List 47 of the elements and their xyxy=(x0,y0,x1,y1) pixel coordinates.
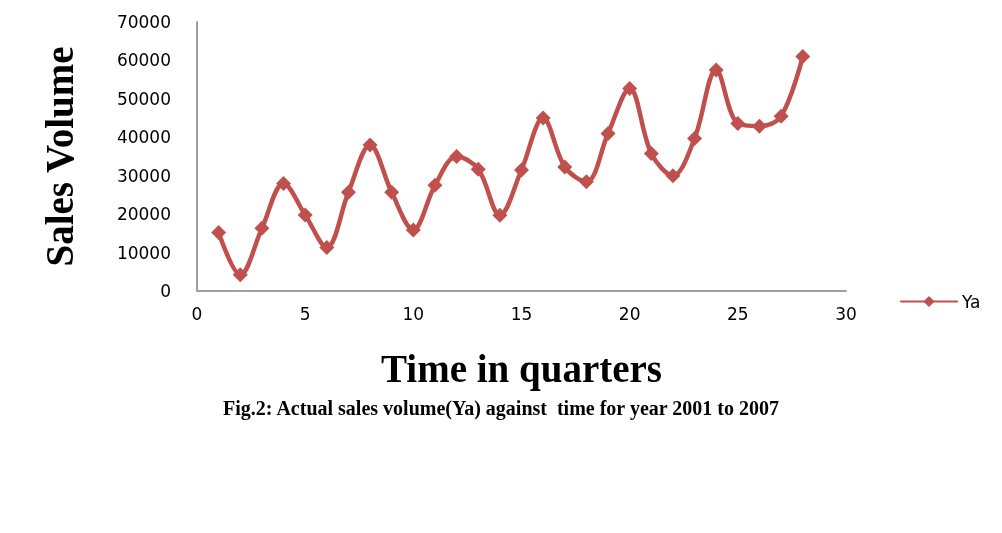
point xyxy=(211,225,227,241)
point xyxy=(340,184,356,200)
point xyxy=(643,145,659,161)
y-tick-label: 0 xyxy=(160,281,171,301)
y-tick-label: 40000 xyxy=(116,127,171,148)
y-tick-label: 30000 xyxy=(116,165,171,186)
point xyxy=(751,118,767,134)
point xyxy=(362,137,378,153)
point xyxy=(297,207,313,223)
point xyxy=(514,162,529,178)
point xyxy=(449,149,465,164)
point xyxy=(773,108,789,124)
legend-label: Ya xyxy=(961,291,981,312)
point xyxy=(319,240,335,256)
point xyxy=(232,267,248,283)
point xyxy=(795,49,811,65)
x-axis-title: Time in quarters xyxy=(381,347,662,391)
point xyxy=(557,159,573,175)
y-tick-label: 70000 xyxy=(116,12,171,32)
point xyxy=(254,220,270,236)
point xyxy=(384,184,400,200)
point xyxy=(492,207,508,223)
x-tick-label: 25 xyxy=(727,303,749,324)
point xyxy=(730,115,746,131)
y-tick-label: 50000 xyxy=(116,88,171,109)
point xyxy=(578,174,594,190)
point xyxy=(665,168,681,184)
point xyxy=(600,125,616,141)
point xyxy=(708,62,724,78)
point xyxy=(405,222,421,238)
point xyxy=(622,80,638,96)
text: Fig.2: Actual sales volume(Ya) against time for year 2001 to 2007 xyxy=(223,397,779,420)
point xyxy=(687,130,703,146)
x-tick-label: 0 xyxy=(191,303,203,324)
y-tick-label: 20000 xyxy=(116,204,171,225)
y-tick-label: 60000 xyxy=(116,50,171,71)
point xyxy=(427,177,443,193)
x-tick-label: 10 xyxy=(402,303,425,324)
point xyxy=(470,161,486,177)
point xyxy=(276,175,292,191)
y-axis-title: Sales Volume xyxy=(38,46,81,267)
x-tick-label: 15 xyxy=(510,303,533,324)
x-tick-label: 5 xyxy=(299,303,311,324)
x-tick-label: 30 xyxy=(835,303,857,324)
point xyxy=(535,110,551,126)
x-tick-label: 20 xyxy=(618,303,641,324)
y-tick-label: 10000 xyxy=(116,242,171,263)
